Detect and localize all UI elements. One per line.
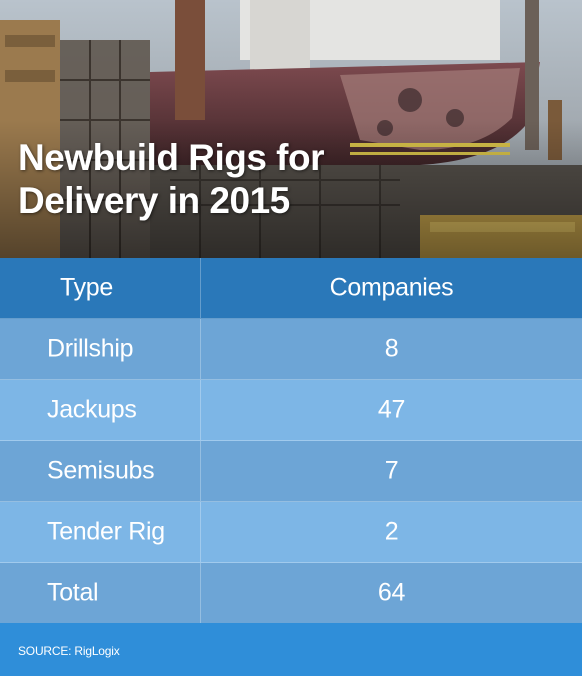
column-header-type: Type xyxy=(60,273,113,302)
type-cell: Semisubs xyxy=(0,441,201,501)
row-label: Jackups xyxy=(47,395,137,424)
source-text: SOURCE: RigLogix xyxy=(18,644,120,658)
table-row: Semisubs 7 xyxy=(0,441,582,502)
table-header-row: Type Companies xyxy=(0,258,582,319)
row-value: 8 xyxy=(384,334,399,363)
header-cell-type: Type xyxy=(0,258,201,318)
value-cell: 7 xyxy=(201,441,582,501)
title-line-1: Newbuild Rigs for xyxy=(18,137,325,178)
title-line-2: Delivery in 2015 xyxy=(18,180,290,221)
type-cell: Tender Rig xyxy=(0,502,201,562)
row-value: 64 xyxy=(377,578,406,607)
column-header-companies: Companies xyxy=(329,273,454,302)
row-value: 47 xyxy=(377,395,406,424)
table-row: Tender Rig 2 xyxy=(0,502,582,563)
rigs-table: Type Companies Drillship 8 Jackups 47 xyxy=(0,258,582,623)
row-label: Semisubs xyxy=(47,456,155,485)
row-value: 2 xyxy=(384,517,399,546)
row-label: Total xyxy=(47,578,99,607)
type-cell: Jackups xyxy=(0,380,201,440)
value-cell: 47 xyxy=(201,380,582,440)
row-value: 7 xyxy=(384,456,399,485)
table-row: Jackups 47 xyxy=(0,380,582,441)
shipyard-illustration xyxy=(0,0,582,258)
source-footer: SOURCE: RigLogix xyxy=(0,623,582,676)
type-cell: Drillship xyxy=(0,319,201,379)
page-title: Newbuild Rigs for Delivery in 2015 xyxy=(18,136,325,222)
header-cell-companies: Companies xyxy=(201,258,582,318)
type-cell: Total xyxy=(0,563,201,623)
table-row-total: Total 64 xyxy=(0,563,582,623)
value-cell: 2 xyxy=(201,502,582,562)
value-cell: 64 xyxy=(201,563,582,623)
row-label: Tender Rig xyxy=(47,517,165,546)
row-label: Drillship xyxy=(47,334,134,363)
table-row: Drillship 8 xyxy=(0,319,582,380)
shipyard-photo: Newbuild Rigs for Delivery in 2015 xyxy=(0,0,582,258)
value-cell: 8 xyxy=(201,319,582,379)
